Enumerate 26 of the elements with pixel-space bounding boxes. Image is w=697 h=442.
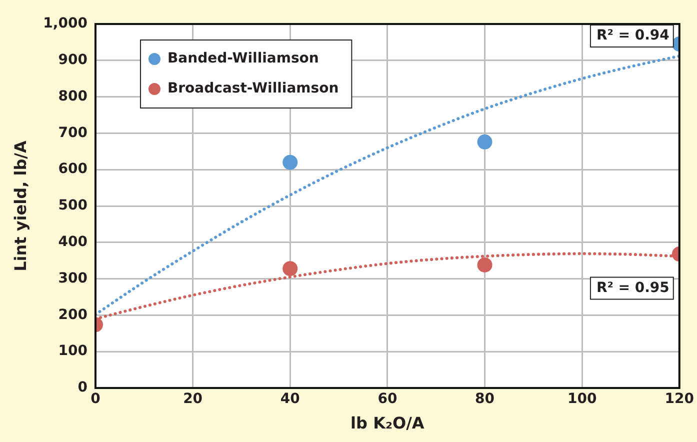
- y-tick-label: 800: [58, 88, 88, 104]
- legend-label: Banded-Williamson: [167, 50, 319, 67]
- x-tick-label: 120: [664, 391, 694, 408]
- y-tick-label: 900: [58, 52, 88, 68]
- y-tick-label: 400: [58, 234, 88, 250]
- y-tick-label: 500: [58, 198, 88, 214]
- x-tick-label: 100: [567, 391, 597, 408]
- y-tick-label: 700: [58, 124, 88, 141]
- point: [282, 154, 298, 170]
- annotation: R² = 0.95: [596, 280, 670, 296]
- x-tick-label: 60: [378, 391, 398, 408]
- y-tick-label: 1,000: [43, 16, 88, 32]
- annotation: R² = 0.94: [596, 28, 670, 44]
- y-axis-title: Lint yield, lb/A: [10, 140, 30, 272]
- x-tick-label: 0: [90, 391, 101, 408]
- point: [477, 134, 492, 150]
- legend-label: Broadcast-Williamson: [167, 80, 339, 97]
- y-tick-label: 300: [58, 270, 88, 286]
- x-tick-label: 40: [280, 391, 300, 408]
- y-tick-label: 100: [58, 343, 88, 360]
- y-tick-label: 600: [58, 161, 88, 178]
- y-tick-label: 200: [58, 306, 88, 323]
- y-tick-label: 0: [78, 380, 88, 396]
- x-axis-title: lb K₂O/A: [350, 414, 425, 433]
- x-tick-label: 20: [183, 391, 203, 408]
- x-tick-label: 80: [475, 391, 495, 408]
